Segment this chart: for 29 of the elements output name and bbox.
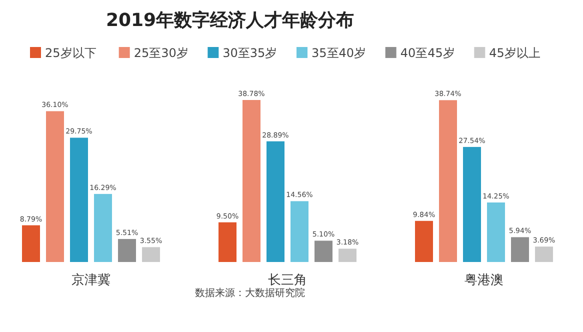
bar (218, 222, 236, 262)
source-note: 数据来源：大数据研究院 (195, 287, 305, 299)
bar (487, 202, 505, 262)
legend-label: 35至40岁 (312, 46, 366, 60)
bar (242, 100, 260, 262)
bar (511, 237, 529, 262)
bar (314, 240, 332, 262)
legend-label: 40至45岁 (400, 46, 455, 60)
bar (118, 238, 136, 262)
bar (290, 201, 308, 262)
x-tick-label: 京津冀 (72, 273, 110, 288)
bar (439, 100, 457, 262)
legend-label: 25岁以下 (45, 46, 96, 60)
bar (70, 138, 88, 262)
legend-label: 45岁以上 (489, 46, 540, 60)
bar (415, 220, 433, 262)
bar (46, 111, 64, 262)
bar (142, 247, 160, 262)
bar (22, 225, 40, 262)
bar (266, 141, 284, 262)
legend-label: 25至30岁 (134, 46, 188, 60)
x-tick-label: 长三角 (268, 273, 307, 288)
x-tick-label: 粤港澳 (464, 273, 504, 288)
bar (338, 248, 356, 262)
chart-title: 2019年数字经济人才年龄分布 (106, 10, 354, 31)
bar (535, 246, 553, 262)
legend-label: 30至35岁 (222, 46, 278, 60)
bar (94, 194, 112, 262)
bar (463, 146, 481, 262)
